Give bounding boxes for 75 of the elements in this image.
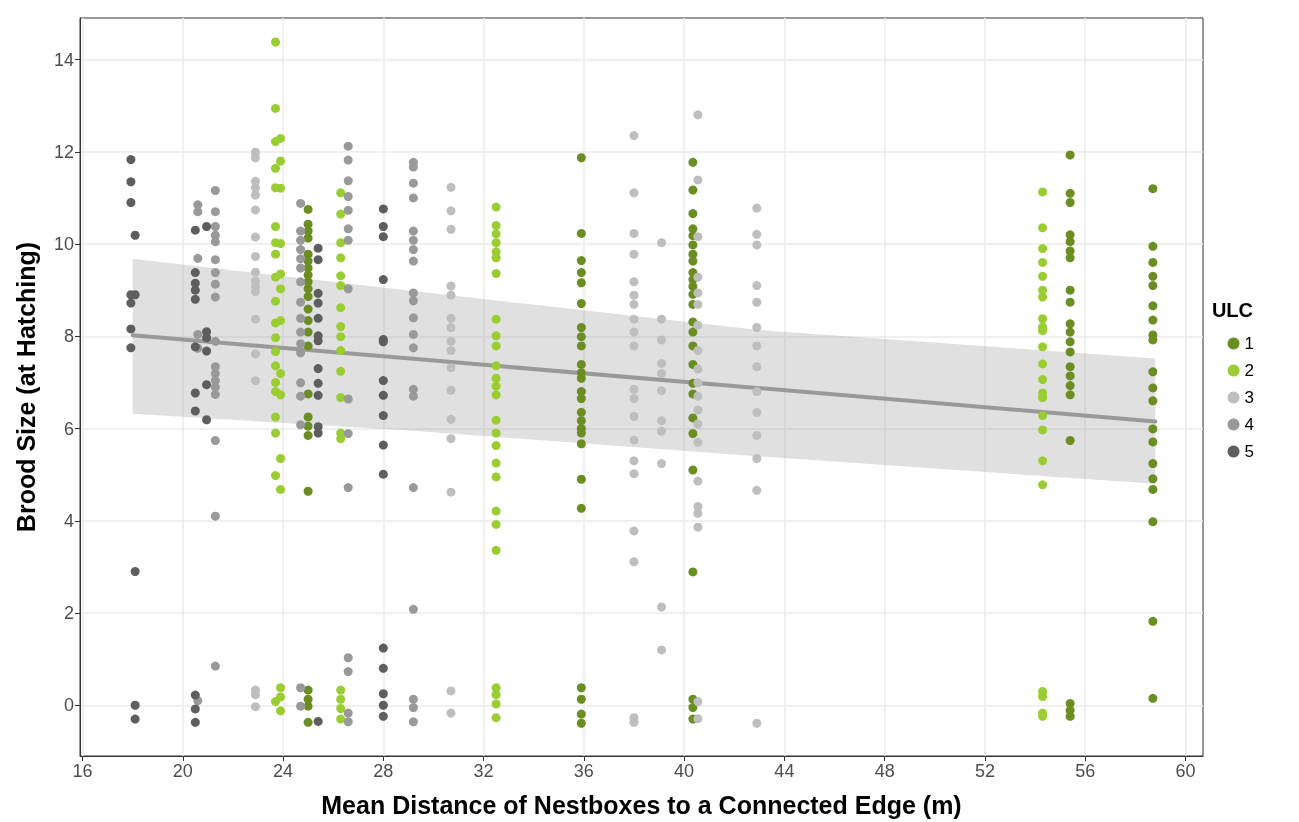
legend-label: 5 (1244, 442, 1255, 461)
point (378, 663, 388, 673)
point (378, 221, 388, 231)
point (313, 288, 323, 298)
point (190, 690, 200, 700)
point (378, 376, 388, 386)
point (190, 406, 200, 416)
point (378, 689, 388, 699)
point (130, 230, 140, 240)
legend-label: 4 (1244, 415, 1255, 434)
point (313, 255, 323, 265)
point (313, 243, 323, 253)
point (378, 643, 388, 653)
point (202, 221, 212, 231)
y-tick-label: 4 (63, 510, 74, 531)
y-tick-label: 14 (53, 49, 74, 70)
point (378, 411, 388, 421)
point (126, 324, 136, 334)
point (190, 717, 200, 727)
x-tick-label: 48 (874, 761, 895, 781)
point (126, 177, 136, 187)
y-tick-label: 8 (63, 326, 74, 347)
x-tick-label: 40 (674, 761, 695, 781)
x-tick-label: 56 (1075, 761, 1096, 781)
y-tick-label: 10 (53, 234, 74, 255)
point (313, 390, 323, 400)
point (190, 294, 200, 304)
point (313, 378, 323, 388)
x-tick-label: 28 (373, 761, 394, 781)
y-tick-label: 0 (63, 695, 74, 716)
point (130, 567, 140, 576)
point (313, 298, 323, 308)
x-tick-label: 52 (974, 761, 995, 781)
point (378, 204, 388, 214)
point (378, 232, 388, 242)
point (190, 388, 200, 398)
point (378, 700, 388, 710)
y-tick-label: 2 (63, 603, 74, 624)
point (202, 333, 212, 343)
point (378, 275, 388, 285)
point (190, 225, 200, 235)
point (202, 415, 212, 425)
legend-label: 1 (1244, 334, 1255, 353)
point (313, 313, 323, 323)
point (126, 298, 136, 308)
point (378, 469, 388, 479)
point (313, 716, 323, 726)
point (378, 711, 388, 721)
point (313, 364, 323, 374)
point (126, 198, 136, 207)
legend-label: 3 (1244, 388, 1255, 407)
y-tick-label: 6 (63, 418, 74, 439)
point (202, 346, 212, 356)
point (126, 155, 136, 165)
point (378, 390, 388, 400)
point (190, 285, 200, 295)
x-tick-label: 32 (473, 761, 494, 781)
point (130, 700, 140, 710)
x-tick-label: 24 (273, 761, 294, 781)
point (378, 440, 388, 450)
x-tick-label: 16 (72, 761, 93, 781)
x-tick-label: 44 (774, 761, 795, 781)
x-tick-label: 60 (1175, 761, 1196, 781)
point (190, 704, 200, 714)
legend-title: ULC (1211, 299, 1254, 321)
y-tick-label: 12 (53, 141, 74, 162)
x-tick-label: 20 (172, 761, 193, 781)
point (202, 380, 212, 390)
point (190, 268, 200, 278)
x-tick-label: 36 (573, 761, 594, 781)
y-axis-title: Brood Size (at Hatching) (11, 241, 40, 533)
legend-label: 2 (1244, 361, 1255, 380)
point (130, 714, 140, 724)
x-axis-title: Mean Distance of Nestboxes to a Connected Edge (m) (321, 790, 962, 819)
point (126, 343, 136, 353)
